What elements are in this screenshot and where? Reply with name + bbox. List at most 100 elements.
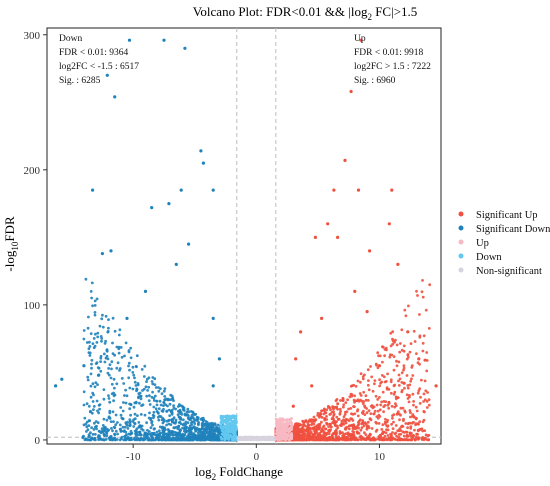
scatter-point-significant-down <box>127 361 131 365</box>
scatter-point-significant-down <box>109 437 113 441</box>
scatter-point-significant-down <box>197 437 201 440</box>
scatter-point-significant-up <box>364 398 368 402</box>
scatter-point-significant-down <box>187 426 191 430</box>
scatter-point-significant-down <box>147 430 151 433</box>
scatter-point-significant-up <box>406 386 410 390</box>
scatter-point-significant-down <box>100 252 104 256</box>
scatter-point-significant-up <box>333 423 337 427</box>
scatter-point-significant-down <box>172 404 176 408</box>
scatter-point-up <box>274 436 278 439</box>
scatter-point-down <box>231 431 235 435</box>
scatter-point-significant-down <box>116 432 119 436</box>
scatter-point-significant-down <box>161 410 165 413</box>
scatter-point-significant-up <box>321 425 325 429</box>
scatter-point-significant-up <box>328 413 332 416</box>
scatter-point-significant-up <box>343 158 347 162</box>
scatter-point-significant-down <box>157 407 161 411</box>
scatter-point-significant-up <box>325 422 329 426</box>
scatter-point-significant-down <box>189 410 193 413</box>
scatter-point-significant-down <box>188 429 191 433</box>
scatter-point-significant-down <box>107 397 111 400</box>
scatter-point-significant-down <box>136 382 140 385</box>
scatter-point-significant-up <box>365 310 369 314</box>
scatter-point-significant-up <box>343 427 347 431</box>
scatter-point-significant-down <box>128 420 132 423</box>
scatter-point-significant-up <box>409 379 413 383</box>
scatter-point-significant-up <box>409 342 413 345</box>
scatter-point-down <box>233 424 236 428</box>
scatter-point-significant-down <box>112 377 116 381</box>
scatter-point-non-significant <box>238 437 241 440</box>
scatter-point-significant-down <box>162 38 166 42</box>
legend-swatch-significant-up <box>458 211 464 217</box>
plot-frame <box>46 27 442 445</box>
scatter-point-significant-down <box>169 393 173 397</box>
scatter-point-significant-down <box>91 391 95 395</box>
scatter-point-significant-down <box>205 425 209 429</box>
scatter-point-significant-up <box>391 330 395 334</box>
scatter-point-significant-down <box>92 428 96 431</box>
scatter-point-significant-up <box>425 400 429 403</box>
scatter-point-significant-up <box>350 394 354 398</box>
scatter-point-significant-down <box>90 358 94 362</box>
scatter-point-significant-up <box>405 393 409 397</box>
scatter-point-significant-up <box>409 415 412 419</box>
scatter-point-significant-down <box>97 435 101 439</box>
scatter-point-significant-up <box>410 377 413 381</box>
scatter-point-significant-up <box>403 308 407 312</box>
scatter-point-down <box>234 435 238 439</box>
scatter-point-significant-up <box>391 427 395 430</box>
scatter-point-significant-down <box>107 394 110 397</box>
scatter-point-significant-up <box>362 424 366 428</box>
scatter-point-significant-down <box>108 409 112 413</box>
scatter-point-significant-up <box>343 413 347 416</box>
scatter-point-significant-down <box>208 423 211 427</box>
scatter-point-significant-down <box>171 417 175 421</box>
scatter-point-significant-up <box>301 435 305 438</box>
scatter-point-significant-down <box>204 423 208 427</box>
scatter-point-significant-down <box>99 437 103 441</box>
scatter-point-significant-up <box>416 294 419 297</box>
scatter-point-significant-up <box>381 345 384 349</box>
scatter-point-significant-up <box>378 415 382 418</box>
scatter-point-significant-up <box>397 384 401 387</box>
scatter-point-down <box>234 414 238 418</box>
scatter-point-significant-up <box>403 438 407 442</box>
scatter-point-significant-down <box>143 364 147 368</box>
y-tick-label: 0 <box>35 435 41 447</box>
scatter-point-significant-down <box>149 417 153 420</box>
scatter-point-significant-down <box>87 424 91 427</box>
scatter-point-significant-up <box>342 434 346 438</box>
scatter-point-significant-down <box>200 417 204 420</box>
scatter-point-down <box>231 427 235 431</box>
scatter-point-significant-down <box>111 410 115 414</box>
scatter-point-significant-down <box>129 413 133 417</box>
scatter-point-down <box>234 421 238 425</box>
scatter-point-significant-up <box>402 381 406 385</box>
scatter-point-significant-up <box>356 414 360 418</box>
scatter-point-significant-up <box>406 426 409 430</box>
scatter-point-up <box>279 419 283 423</box>
scatter-point-significant-down <box>82 403 86 407</box>
scatter-point-significant-up <box>401 406 405 410</box>
scatter-point-significant-down <box>162 407 165 411</box>
scatter-point-significant-down <box>189 418 192 422</box>
scatter-point-down <box>232 416 235 420</box>
scatter-point-significant-down <box>132 405 136 409</box>
scatter-point-significant-down <box>103 429 107 433</box>
scatter-point-significant-up <box>341 397 345 401</box>
scatter-point-down <box>233 437 237 441</box>
scatter-point-significant-up <box>325 431 328 435</box>
scatter-point-significant-up <box>369 412 373 415</box>
scatter-point-up <box>279 438 283 441</box>
legend-swatch-up <box>458 239 464 245</box>
scatter-point-significant-down <box>90 366 93 370</box>
scatter-point-significant-down <box>105 418 109 422</box>
scatter-point-significant-up <box>392 420 395 424</box>
scatter-point-significant-down <box>135 354 139 358</box>
scatter-point-significant-up <box>379 437 382 441</box>
legend-swatch-down <box>458 253 464 259</box>
scatter-point-significant-down <box>136 414 139 417</box>
